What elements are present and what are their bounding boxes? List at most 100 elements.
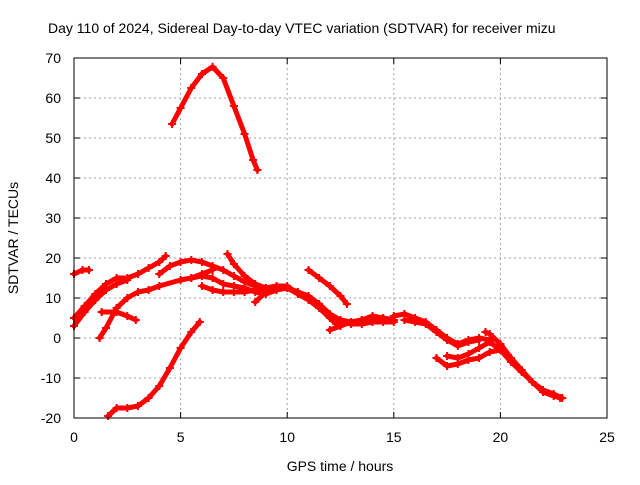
data-point <box>187 256 196 264</box>
data-point <box>144 286 153 294</box>
data-point <box>342 300 351 308</box>
data-point <box>219 74 228 82</box>
x-tick-label: 0 <box>70 429 78 445</box>
data-point <box>155 270 164 278</box>
data-point <box>507 354 516 362</box>
data-point <box>208 62 217 71</box>
data-point <box>464 338 473 346</box>
data-point <box>475 336 484 344</box>
data-point <box>80 308 89 316</box>
x-tick-label: 25 <box>599 429 615 445</box>
data-point <box>421 320 430 328</box>
data-point <box>187 84 196 92</box>
data-point <box>101 286 110 294</box>
data-point <box>195 318 204 326</box>
data-point <box>131 316 140 324</box>
data-point <box>165 262 174 270</box>
data-point <box>368 312 377 320</box>
series-layer <box>70 62 567 420</box>
data-point <box>475 344 484 352</box>
y-tick-label: 70 <box>45 50 61 66</box>
data-point <box>240 288 249 296</box>
data-point <box>251 298 260 306</box>
data-point <box>283 284 292 292</box>
data-point <box>240 272 249 280</box>
series-arc-10 <box>304 266 351 308</box>
x-tick-label: 15 <box>386 429 402 445</box>
y-tick-label: 20 <box>45 250 61 266</box>
data-point <box>304 266 313 274</box>
data-point <box>528 378 537 386</box>
data-point <box>91 296 100 304</box>
data-point <box>84 266 93 274</box>
data-point <box>187 328 196 336</box>
data-point <box>539 388 548 396</box>
data-point <box>219 288 228 296</box>
data-point <box>161 252 170 260</box>
series-arc-16 <box>481 328 565 402</box>
data-point <box>176 258 185 266</box>
data-point <box>229 102 238 110</box>
data-point <box>379 314 388 322</box>
data-point <box>229 272 238 280</box>
data-point <box>325 326 334 334</box>
data-point <box>97 308 106 316</box>
data-point <box>197 282 206 290</box>
data-point <box>176 276 185 284</box>
data-point <box>304 292 313 300</box>
series-line <box>99 309 139 323</box>
data-point <box>229 260 238 268</box>
data-point <box>475 354 484 362</box>
data-point <box>485 338 494 346</box>
series-line <box>105 319 203 419</box>
data-point <box>176 104 185 112</box>
data-point <box>208 274 217 282</box>
y-tick-label: 60 <box>45 90 61 106</box>
x-tick-label: 10 <box>279 429 295 445</box>
data-point <box>165 364 174 372</box>
series-arc-9 <box>251 284 398 326</box>
data-point <box>123 276 132 284</box>
data-point <box>432 354 441 362</box>
data-point <box>101 324 110 332</box>
data-point <box>219 280 228 288</box>
data-point <box>325 310 334 318</box>
data-point <box>112 404 121 412</box>
data-point <box>315 300 324 308</box>
data-point <box>168 120 177 128</box>
data-point <box>389 312 398 320</box>
data-point <box>293 288 302 296</box>
data-point <box>104 412 113 420</box>
data-point <box>112 308 121 316</box>
y-tick-label: -10 <box>41 370 61 386</box>
data-point <box>155 282 164 290</box>
data-point <box>144 394 153 402</box>
data-point <box>155 382 164 390</box>
data-point <box>464 350 473 358</box>
data-point <box>144 264 153 272</box>
data-point <box>197 70 206 78</box>
data-point <box>261 288 270 296</box>
data-point <box>481 328 490 336</box>
y-tick-label: 0 <box>53 330 61 346</box>
data-point <box>219 266 228 274</box>
data-point <box>315 274 324 282</box>
data-point <box>197 272 206 280</box>
data-point <box>112 280 121 288</box>
data-point <box>453 342 462 350</box>
series-arc-2 <box>70 276 132 330</box>
grid <box>74 58 607 418</box>
series-arc-13 <box>400 316 484 350</box>
data-point <box>95 334 104 342</box>
data-point <box>253 166 262 174</box>
data-point <box>133 402 142 410</box>
series-arc-1 <box>70 252 170 322</box>
y-tick-label: -20 <box>41 410 61 426</box>
y-tick-label: 10 <box>45 290 61 306</box>
data-point <box>249 156 258 164</box>
data-point <box>443 336 452 344</box>
data-point <box>549 392 558 400</box>
data-point <box>240 130 249 138</box>
